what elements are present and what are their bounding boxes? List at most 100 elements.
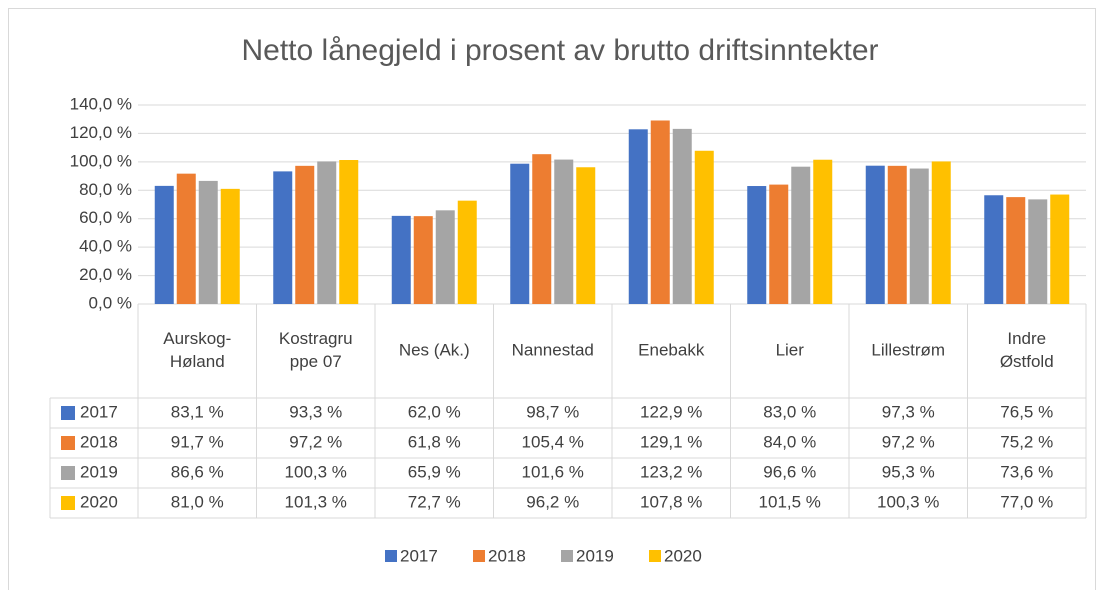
- y-tick-label: 120,0 %: [70, 123, 132, 142]
- table-cell: 86,6 %: [171, 462, 224, 481]
- legend-label: 2020: [664, 546, 702, 565]
- table-legend-key: [61, 496, 75, 510]
- table-cell: 129,1 %: [640, 432, 702, 451]
- bar: [435, 210, 455, 304]
- bar: [1028, 199, 1048, 304]
- table-cell: 77,0 %: [1000, 492, 1053, 511]
- table-cell: 61,8 %: [408, 432, 461, 451]
- table-legend-key: [61, 406, 75, 420]
- x-tick-label: Lillestrøm: [871, 340, 945, 359]
- table-cell: 105,4 %: [522, 432, 584, 451]
- bar: [865, 165, 885, 304]
- legend-label: 2017: [400, 546, 438, 565]
- bar: [1006, 197, 1026, 304]
- table-cell: 97,2 %: [289, 432, 342, 451]
- table-legend-key: [61, 436, 75, 450]
- x-tick-label: ppe 07: [290, 352, 342, 371]
- x-tick-label: Høland: [170, 352, 225, 371]
- bar: [554, 159, 574, 304]
- x-tick-label: Nes (Ak.): [399, 340, 470, 359]
- y-tick-label: 20,0 %: [79, 265, 132, 284]
- bar: [413, 216, 433, 304]
- bar: [887, 165, 907, 304]
- table-cell: 72,7 %: [408, 492, 461, 511]
- table-cell: 75,2 %: [1000, 432, 1053, 451]
- legend-key: [649, 550, 661, 562]
- x-tick-label: Enebakk: [638, 340, 705, 359]
- bar: [576, 167, 596, 304]
- bar: [317, 161, 337, 304]
- x-tick-label: Lier: [776, 340, 805, 359]
- x-tick-label: Aurskog-: [163, 329, 231, 348]
- bar: [909, 168, 929, 304]
- bar: [747, 186, 767, 304]
- table-cell: 96,6 %: [763, 462, 816, 481]
- table-cell: 91,7 %: [171, 432, 224, 451]
- chart-title: Netto lånegjeld i prosent av brutto drif…: [241, 34, 878, 67]
- table-cell: 93,3 %: [289, 402, 342, 421]
- table-cell: 107,8 %: [640, 492, 702, 511]
- table-cell: 122,9 %: [640, 402, 702, 421]
- bar: [510, 163, 530, 304]
- bar: [931, 161, 951, 304]
- table-cell: 83,1 %: [171, 402, 224, 421]
- bar: [984, 195, 1004, 304]
- table-cell: 73,6 %: [1000, 462, 1053, 481]
- y-tick-label: 100,0 %: [70, 151, 132, 170]
- bar: [628, 129, 648, 304]
- table-cell: 100,3 %: [877, 492, 939, 511]
- table-cell: 100,3 %: [285, 462, 347, 481]
- x-tick-label: Østfold: [1000, 352, 1054, 371]
- table-cell: 97,2 %: [882, 432, 935, 451]
- table-cell: 98,7 %: [526, 402, 579, 421]
- table-cell: 76,5 %: [1000, 402, 1053, 421]
- y-tick-label: 140,0 %: [70, 94, 132, 113]
- table-cell: 84,0 %: [763, 432, 816, 451]
- table-series-name: 2018: [80, 432, 118, 451]
- legend-key: [385, 550, 397, 562]
- bar: [769, 184, 789, 304]
- legend-key: [561, 550, 573, 562]
- x-tick-label: Kostragru: [279, 329, 353, 348]
- bar: [1050, 194, 1070, 304]
- x-tick-label: Indre: [1007, 329, 1046, 348]
- y-tick-label: 60,0 %: [79, 208, 132, 227]
- table-cell: 62,0 %: [408, 402, 461, 421]
- y-tick-label: 40,0 %: [79, 237, 132, 256]
- table-legend-key: [61, 466, 75, 480]
- bar: [295, 165, 315, 304]
- y-tick-label: 80,0 %: [79, 180, 132, 199]
- table-series-name: 2019: [80, 462, 118, 481]
- table-cell: 97,3 %: [882, 402, 935, 421]
- table-series-name: 2017: [80, 402, 118, 421]
- x-tick-label: Nannestad: [512, 340, 594, 359]
- table-cell: 81,0 %: [171, 492, 224, 511]
- bar: [791, 166, 811, 304]
- table-cell: 96,2 %: [526, 492, 579, 511]
- bar: [813, 159, 833, 304]
- table-cell: 101,6 %: [522, 462, 584, 481]
- bar: [532, 154, 552, 304]
- bar: [339, 160, 359, 304]
- table-cell: 123,2 %: [640, 462, 702, 481]
- bar: [672, 128, 692, 304]
- bar: [198, 180, 218, 304]
- bar: [220, 188, 240, 304]
- legend-label: 2018: [488, 546, 526, 565]
- legend-label: 2019: [576, 546, 614, 565]
- bar: [650, 120, 670, 305]
- y-tick-label: 0,0 %: [89, 293, 132, 312]
- bar: [694, 150, 714, 304]
- table-cell: 83,0 %: [763, 402, 816, 421]
- legend-key: [473, 550, 485, 562]
- table-cell: 101,3 %: [285, 492, 347, 511]
- bar: [457, 200, 477, 304]
- bar: [154, 185, 174, 304]
- bar: [176, 173, 196, 304]
- table-cell: 65,9 %: [408, 462, 461, 481]
- table-cell: 101,5 %: [759, 492, 821, 511]
- bar: [273, 171, 293, 304]
- table-series-name: 2020: [80, 492, 118, 511]
- table-cell: 95,3 %: [882, 462, 935, 481]
